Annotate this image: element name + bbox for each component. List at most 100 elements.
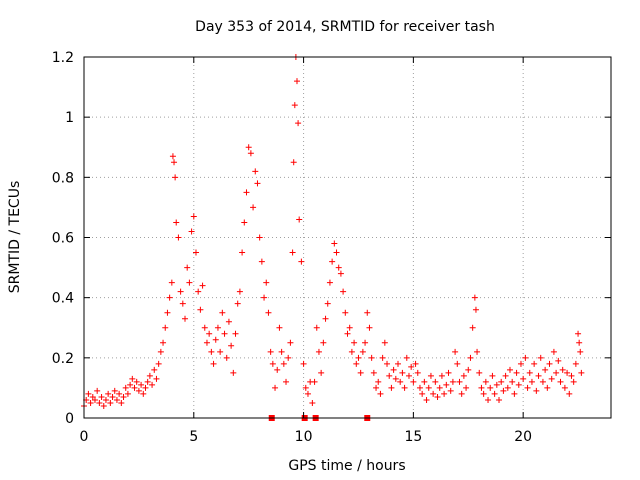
data-point — [443, 381, 450, 388]
data-point — [186, 279, 193, 286]
data-point — [520, 375, 527, 382]
data-point — [386, 372, 393, 379]
data-point — [559, 366, 566, 373]
y-tick-label: 0.8 — [52, 170, 74, 186]
data-point — [214, 324, 221, 331]
data-point — [210, 360, 217, 367]
data-point — [199, 282, 206, 289]
data-point — [149, 381, 156, 388]
data-point — [539, 378, 546, 385]
data-point — [515, 381, 522, 388]
data-point — [513, 369, 520, 376]
data-point — [340, 288, 347, 295]
data-point — [436, 384, 443, 391]
data-point — [289, 249, 296, 256]
data-point — [304, 390, 311, 397]
data-point — [296, 216, 303, 223]
data-point — [127, 381, 134, 388]
data-point — [458, 390, 465, 397]
data-point — [335, 264, 342, 271]
data-point — [324, 300, 331, 307]
data-point — [171, 159, 178, 166]
data-point — [100, 402, 107, 409]
data-point — [322, 315, 329, 322]
data-point — [355, 354, 362, 361]
data-point — [388, 384, 395, 391]
data-point — [85, 390, 92, 397]
data-point — [421, 378, 428, 385]
data-point — [576, 339, 583, 346]
data-point — [146, 372, 153, 379]
data-point — [471, 294, 478, 301]
data-point — [256, 234, 263, 241]
data-point — [223, 354, 230, 361]
data-point — [506, 366, 513, 373]
data-point — [487, 384, 494, 391]
data-point — [467, 354, 474, 361]
data-point — [548, 375, 555, 382]
data-point — [283, 378, 290, 385]
y-tick-label: 0.6 — [52, 231, 74, 247]
data-point — [298, 258, 305, 265]
data-point — [236, 288, 243, 295]
data-point — [265, 309, 272, 316]
y-tick-label: 0 — [65, 411, 74, 427]
data-point — [247, 150, 254, 157]
data-point — [405, 372, 412, 379]
data-point — [131, 384, 138, 391]
data-point — [160, 339, 167, 346]
data-point — [561, 384, 568, 391]
data-point — [96, 399, 103, 406]
data-point — [353, 360, 360, 367]
data-point — [166, 294, 173, 301]
data-point — [412, 360, 419, 367]
data-point — [570, 378, 577, 385]
data-point — [346, 324, 353, 331]
data-point — [109, 393, 116, 400]
data-point — [232, 330, 239, 337]
data-point — [379, 354, 386, 361]
data-point — [311, 378, 318, 385]
data-point — [252, 168, 259, 175]
x-tick-label: 10 — [295, 429, 313, 445]
data-point — [528, 378, 535, 385]
data-point — [517, 360, 524, 367]
x-tick-label: 20 — [514, 429, 532, 445]
data-point — [537, 354, 544, 361]
data-point — [320, 339, 327, 346]
data-point — [557, 378, 564, 385]
data-point — [177, 288, 184, 295]
data-point — [578, 369, 585, 376]
data-point — [225, 318, 232, 325]
data-point — [302, 384, 309, 391]
data-point — [526, 369, 533, 376]
data-point — [169, 153, 176, 160]
data-point — [197, 306, 204, 313]
data-point — [445, 369, 452, 376]
data-point — [430, 390, 437, 397]
data-point — [228, 342, 235, 349]
data-point — [274, 366, 281, 373]
data-point — [326, 279, 333, 286]
data-point — [208, 348, 215, 355]
data-point — [217, 348, 224, 355]
data-point — [410, 378, 417, 385]
data-point — [116, 390, 123, 397]
data-point — [118, 399, 125, 406]
data-point — [144, 378, 151, 385]
data-point — [397, 378, 404, 385]
y-tick-label: 0.4 — [52, 291, 74, 307]
data-point — [564, 369, 571, 376]
data-point — [201, 324, 208, 331]
data-point — [309, 399, 316, 406]
data-point — [135, 387, 142, 394]
data-point — [192, 249, 199, 256]
data-point — [416, 384, 423, 391]
data-point — [478, 384, 485, 391]
data-point — [290, 159, 297, 166]
data-point — [164, 309, 171, 316]
data-point — [465, 366, 472, 373]
data-point — [438, 372, 445, 379]
